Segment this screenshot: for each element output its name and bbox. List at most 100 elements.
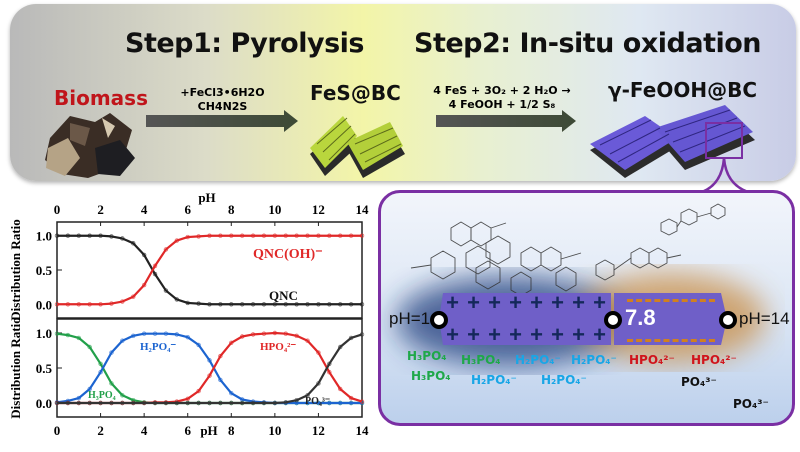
series-line: [57, 234, 362, 306]
h2po4-ion: H₂PO₄⁻: [515, 353, 561, 367]
data-point: [239, 302, 245, 307]
data-point: [131, 241, 136, 246]
data-point: [348, 233, 354, 238]
x-tick-label: 12: [312, 202, 325, 217]
data-point: [250, 302, 256, 307]
adsorption-mechanism-panel: + + + + + + + + + + + + + + + + pH=1 7.8 pH=14 H₃PO₄ H…: [378, 190, 795, 426]
x-tick-label: 0: [54, 202, 61, 217]
x-tick-label: 8: [228, 202, 235, 217]
ph14-marker: [719, 311, 737, 329]
y-tick-label: 1.0: [36, 229, 52, 244]
data-point: [327, 302, 332, 307]
data-point: [120, 299, 125, 304]
data-point: [338, 400, 343, 406]
pyrolysis-arrow: [146, 110, 298, 132]
data-point: [98, 369, 103, 375]
data-point: [327, 233, 332, 238]
data-point: [316, 381, 321, 386]
y-axis-label: Distribution Ratio: [8, 317, 23, 418]
data-point: [131, 294, 136, 299]
data-point: [327, 369, 332, 375]
x-tick-label: 10: [268, 202, 281, 217]
data-point: [283, 233, 288, 238]
ph-right-label: pH=14: [739, 309, 790, 328]
series-line: [56, 332, 362, 405]
data-point: [229, 390, 234, 396]
data-point: [76, 302, 81, 307]
positive-charges-bottom: + + + + + + + +: [444, 322, 608, 347]
positive-charge-sign: +: [530, 290, 543, 315]
data-point: [163, 288, 169, 293]
positive-region-bar: [439, 293, 611, 345]
data-point: [338, 344, 343, 350]
x-tick-label: 4: [141, 202, 148, 217]
data-point: [163, 331, 169, 336]
data-point: [76, 395, 81, 401]
data-point: [65, 233, 71, 238]
data-point: [305, 400, 310, 406]
reaction-line-1: 4 FeS + 3O₂ + 2 H₂O →: [433, 84, 571, 97]
x-tick-label: 10: [268, 423, 281, 438]
data-point: [196, 301, 201, 306]
data-point: [87, 233, 92, 238]
data-point: [294, 397, 299, 403]
h2po4-series-label: H₂PO₄⁻: [140, 341, 177, 353]
data-point: [218, 377, 223, 383]
data-point: [250, 332, 256, 337]
data-point: [261, 233, 267, 238]
data-point: [207, 358, 212, 363]
data-point: [229, 340, 234, 345]
positive-charge-sign: +: [446, 322, 459, 347]
data-point: [316, 233, 321, 238]
data-point: [185, 234, 190, 240]
data-point: [207, 302, 212, 307]
qnc-oh-series-label: QNC(OH)⁻: [253, 247, 323, 262]
data-point: [109, 234, 114, 239]
data-point: [229, 233, 234, 238]
qnc-series-label: QNC: [269, 288, 298, 303]
positive-charge-sign: +: [446, 290, 459, 315]
data-point: [109, 381, 114, 386]
data-point: [348, 335, 354, 341]
positive-charges-top: + + + + + + + +: [444, 290, 608, 315]
positive-charge-sign: +: [593, 290, 606, 315]
positive-charge-sign: +: [467, 290, 480, 315]
y-axis-label: Distribution Ratio: [8, 219, 23, 320]
data-point: [348, 395, 354, 401]
data-point: [229, 400, 234, 406]
data-point: [316, 302, 321, 307]
y-tick-label: 0.0: [36, 396, 52, 411]
magnify-region-box: [705, 122, 743, 159]
data-point: [196, 342, 201, 348]
data-point: [163, 400, 169, 406]
data-point: [54, 233, 60, 238]
x-tick-label: 12: [312, 423, 325, 438]
data-point: [54, 331, 60, 336]
data-point: [131, 333, 136, 338]
biomass-label: Biomass: [54, 86, 148, 110]
data-point: [141, 252, 147, 258]
fes-label: FeS@BC: [310, 81, 401, 105]
oxidation-arrow: [436, 110, 576, 132]
po4-ion: PO₄³⁻: [733, 397, 769, 411]
positive-charge-sign: +: [593, 322, 606, 347]
data-point: [109, 350, 114, 355]
data-point: [141, 282, 147, 288]
data-point: [305, 338, 310, 343]
data-point: [76, 400, 81, 406]
feooh-bc-image: [590, 105, 755, 178]
data-point: [196, 234, 201, 239]
data-point: [359, 302, 365, 307]
h3po4-ion: H₃PO₄: [407, 349, 447, 363]
data-point: [54, 400, 60, 406]
fes-bc-image: [310, 116, 405, 178]
x-tick-label: 2: [97, 423, 104, 438]
x-axis-label: pH: [200, 423, 217, 438]
data-point: [163, 247, 169, 252]
ph1-marker: [430, 311, 448, 329]
positive-charge-sign: +: [530, 322, 543, 347]
positive-charge-sign: +: [572, 290, 585, 315]
data-point: [207, 400, 212, 406]
data-point: [305, 302, 310, 307]
data-point: [98, 302, 103, 307]
